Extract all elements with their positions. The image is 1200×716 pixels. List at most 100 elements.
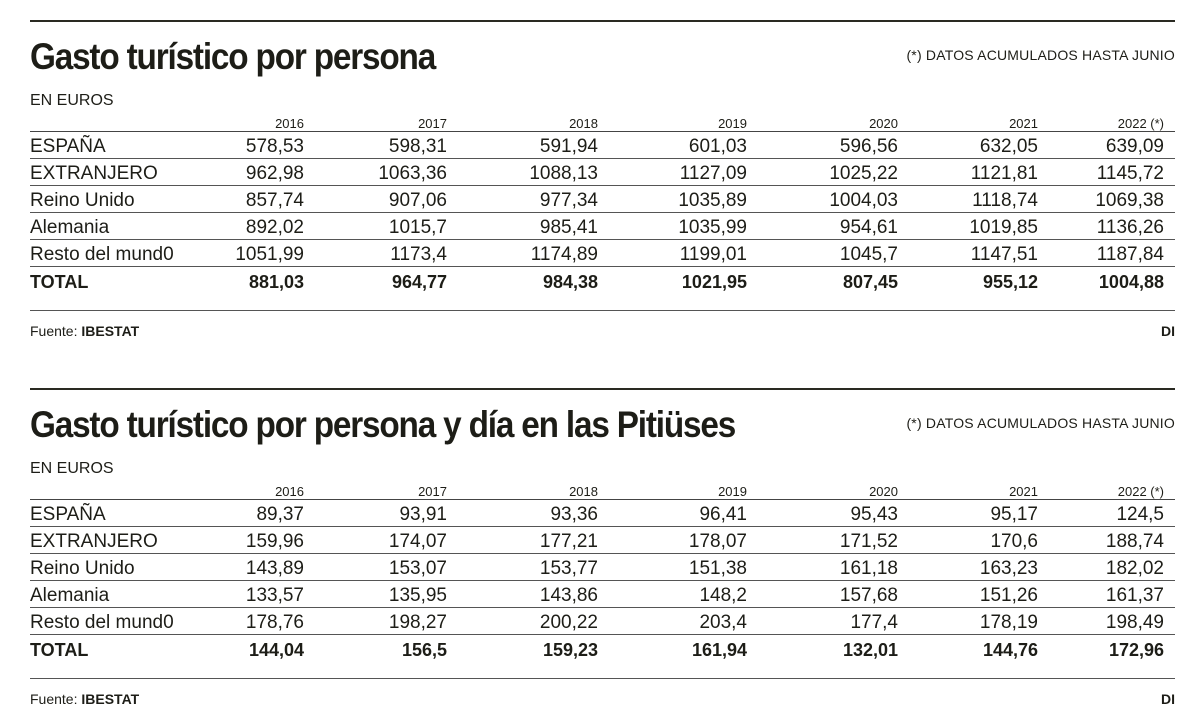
table-row: Alemania 892,02 1015,7 985,41 1035,99 954,61 1… <box>30 213 1175 240</box>
table-row: EXTRANJERO 159,96 174,07 177,21 178,07 171,52… <box>30 527 1175 554</box>
column-header: 2019 <box>718 484 747 499</box>
cell-value: 124,5 <box>1116 504 1164 525</box>
column-header: 2021 <box>1009 116 1038 131</box>
cell-value: 174,07 <box>388 531 447 552</box>
cell-value: 135,95 <box>388 585 447 606</box>
table-row: Resto del mund0 1051,99 1173,4 1174,89 1199,… <box>30 240 1175 267</box>
cell-value: 144,76 <box>982 640 1038 660</box>
row-label: ESPAÑA <box>30 136 106 157</box>
column-header: 2016 <box>275 116 304 131</box>
top-rule <box>30 388 1175 390</box>
cell-value: 171,52 <box>839 531 898 552</box>
bottom-rule <box>30 310 1175 311</box>
row-label: Resto del mund0 <box>30 612 174 633</box>
cell-value: 1147,51 <box>970 244 1038 265</box>
footnote: (*) DATOS ACUMULADOS HASTA JUNIO <box>906 415 1175 431</box>
row-label: TOTAL <box>30 272 89 292</box>
cell-value: 1199,01 <box>679 244 747 265</box>
cell-value: 198,27 <box>388 612 447 633</box>
column-header: 2020 <box>869 484 898 499</box>
cell-value: 159,23 <box>542 640 598 660</box>
cell-value: 892,02 <box>245 217 304 238</box>
cell-value: 144,04 <box>248 640 304 660</box>
data-table: 2016 2017 2018 2019 2020 2021 2022 (*) ESPAÑA 89… <box>30 484 1175 661</box>
table-row: EXTRANJERO 962,98 1063,36 1088,13 1127,09 102… <box>30 159 1175 186</box>
cell-value: 985,41 <box>539 217 598 238</box>
cell-value: 964,77 <box>391 272 447 292</box>
cell-value: 907,06 <box>388 190 447 211</box>
cell-value: 188,74 <box>1105 531 1164 552</box>
cell-value: 955,12 <box>982 272 1038 292</box>
cell-value: 1035,89 <box>678 190 747 211</box>
cell-value: 198,49 <box>1105 612 1164 633</box>
cell-value: 93,91 <box>399 504 447 525</box>
cell-value: 1021,95 <box>681 272 747 292</box>
data-table: 2016 2017 2018 2019 2020 2021 2022 (*) ESPAÑA 57… <box>30 116 1175 293</box>
cell-value: 1187,84 <box>1096 244 1164 265</box>
source-line: Fuente: IBESTAT <box>30 323 139 339</box>
top-rule <box>30 20 1175 22</box>
cell-value: 177,21 <box>539 531 598 552</box>
cell-value: 89,37 <box>256 504 304 525</box>
publisher-logo: DI <box>1161 323 1175 339</box>
cell-value: 163,23 <box>979 558 1038 579</box>
row-label: Alemania <box>30 217 110 238</box>
cell-value: 1121,81 <box>970 163 1038 184</box>
column-header: 2016 <box>275 484 304 499</box>
cell-value: 1088,13 <box>529 163 598 184</box>
table-row: Reino Unido 857,74 907,06 977,34 1035,89 1004… <box>30 186 1175 213</box>
publisher-logo: DI <box>1161 691 1175 707</box>
cell-value: 807,45 <box>842 272 898 292</box>
cell-value: 977,34 <box>539 190 598 211</box>
column-header: 2018 <box>569 116 598 131</box>
cell-value: 95,43 <box>850 504 898 525</box>
cell-value: 178,19 <box>979 612 1038 633</box>
cell-value: 1145,72 <box>1096 163 1164 184</box>
cell-value: 153,07 <box>388 558 447 579</box>
column-header: 2022 (*) <box>1117 484 1164 499</box>
source-label: Fuente: <box>30 323 78 339</box>
cell-value: 857,74 <box>245 190 304 211</box>
cell-value: 143,89 <box>245 558 304 579</box>
row-label: EXTRANJERO <box>30 531 158 552</box>
cell-value: 156,5 <box>401 640 447 660</box>
cell-value: 578,53 <box>245 136 304 157</box>
cell-value: 1035,99 <box>678 217 747 238</box>
cell-value: 1015,7 <box>388 217 447 238</box>
header-row: 2016 2017 2018 2019 2020 2021 2022 (*) <box>30 484 1175 500</box>
cell-value: 182,02 <box>1105 558 1164 579</box>
cell-value: 157,68 <box>839 585 898 606</box>
cell-value: 153,77 <box>539 558 598 579</box>
cell-value: 1045,7 <box>839 244 898 265</box>
table-title: Gasto turístico por persona y día en las… <box>30 404 736 445</box>
cell-value: 132,01 <box>842 640 898 660</box>
cell-value: 151,38 <box>688 558 747 579</box>
cell-value: 1136,26 <box>1096 217 1164 238</box>
cell-value: 1118,74 <box>972 190 1038 211</box>
cell-value: 1051,99 <box>235 244 304 265</box>
table-row: Reino Unido 143,89 153,07 153,77 151,38 161,1… <box>30 554 1175 581</box>
cell-value: 962,98 <box>245 163 304 184</box>
column-header: 2022 (*) <box>1117 116 1164 131</box>
cell-value: 1063,36 <box>378 163 447 184</box>
row-label: EXTRANJERO <box>30 163 158 184</box>
cell-value: 178,76 <box>245 612 304 633</box>
row-label: Alemania <box>30 585 110 606</box>
cell-value: 598,31 <box>388 136 447 157</box>
cell-value: 96,41 <box>699 504 747 525</box>
cell-value: 143,86 <box>539 585 598 606</box>
table-row: Resto del mund0 178,76 198,27 200,22 203,4 17… <box>30 608 1175 635</box>
cell-value: 133,57 <box>245 585 304 606</box>
table-title: Gasto turístico por persona <box>30 36 436 77</box>
cell-value: 172,96 <box>1108 640 1164 660</box>
unit-label: EN EUROS <box>30 460 114 477</box>
column-header: 2017 <box>418 484 447 499</box>
source-name: IBESTAT <box>81 691 140 707</box>
row-label: TOTAL <box>30 640 89 660</box>
cell-value: 161,94 <box>691 640 747 660</box>
cell-value: 93,36 <box>550 504 598 525</box>
row-label: ESPAÑA <box>30 504 106 525</box>
header-row: 2016 2017 2018 2019 2020 2021 2022 (*) <box>30 116 1175 132</box>
cell-value: 1019,85 <box>969 217 1038 238</box>
cell-value: 596,56 <box>839 136 898 157</box>
